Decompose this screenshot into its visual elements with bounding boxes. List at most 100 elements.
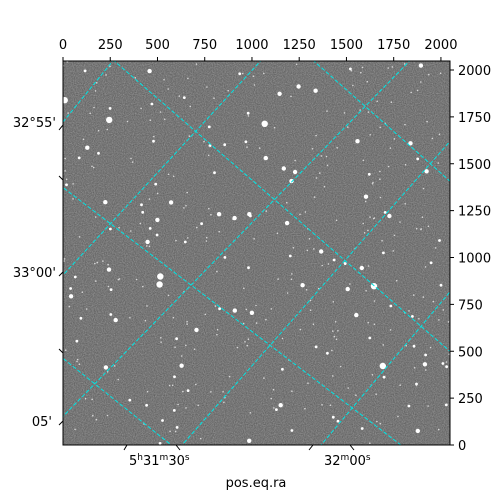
star <box>362 159 365 162</box>
star <box>335 219 338 222</box>
star <box>404 123 406 126</box>
star <box>364 200 367 203</box>
star <box>74 428 76 431</box>
star <box>362 222 365 225</box>
star <box>286 292 289 294</box>
star <box>263 155 268 161</box>
star <box>363 232 366 234</box>
star <box>203 140 205 143</box>
star <box>148 227 152 230</box>
star <box>243 287 245 290</box>
star <box>76 358 79 361</box>
star <box>296 84 301 89</box>
star <box>156 192 159 195</box>
star <box>163 79 165 81</box>
star <box>339 365 342 368</box>
star <box>72 198 74 200</box>
top-tick-label: 500 <box>145 38 170 53</box>
star <box>200 222 204 226</box>
star <box>369 216 371 218</box>
star <box>241 72 244 75</box>
star <box>399 384 402 386</box>
star <box>429 346 432 349</box>
star <box>347 387 350 389</box>
star <box>85 308 88 310</box>
star <box>78 363 81 366</box>
star <box>109 288 113 291</box>
grid-line <box>313 61 450 182</box>
ra-tick-mark <box>175 444 181 451</box>
star <box>159 111 162 113</box>
star <box>381 240 383 242</box>
star <box>438 133 441 136</box>
right-tick-label: 500 <box>458 345 483 360</box>
star <box>92 166 95 169</box>
star <box>182 390 184 393</box>
top-tick-label: 1500 <box>330 38 363 53</box>
star <box>97 129 100 132</box>
star <box>441 362 445 365</box>
star <box>335 338 338 341</box>
top-tick-label: 0 <box>59 38 67 53</box>
star <box>92 414 94 417</box>
star <box>216 212 222 217</box>
star <box>391 66 394 68</box>
star <box>103 365 109 370</box>
star <box>172 316 175 319</box>
top-pixel-axis: 0 250 500 750 1000 1250 1500 1750 2000 <box>59 38 457 61</box>
star <box>326 164 329 167</box>
star <box>158 442 162 445</box>
star <box>424 266 427 268</box>
star <box>160 341 162 343</box>
star <box>175 337 179 341</box>
star <box>395 279 398 282</box>
star <box>365 290 367 292</box>
star <box>367 172 371 176</box>
star <box>421 216 424 218</box>
star <box>404 163 407 166</box>
star <box>379 126 382 129</box>
star <box>387 67 390 69</box>
right-tick-label: 1500 <box>458 158 491 173</box>
ra-tick-label: 32m00s <box>324 453 371 469</box>
star <box>300 283 305 288</box>
star <box>149 119 152 121</box>
star <box>238 72 242 76</box>
star <box>263 72 265 75</box>
star <box>246 344 249 347</box>
star <box>315 134 317 137</box>
star <box>118 226 120 229</box>
star <box>278 403 283 408</box>
star <box>63 97 68 104</box>
image-noise <box>63 61 450 445</box>
star <box>157 273 164 280</box>
star <box>418 318 420 320</box>
star <box>236 346 239 349</box>
star <box>445 361 448 363</box>
star <box>359 265 364 271</box>
dec-tick-mark <box>58 271 64 277</box>
star <box>244 140 248 144</box>
star <box>343 112 346 114</box>
star <box>194 327 199 333</box>
star <box>337 330 339 332</box>
star <box>305 289 308 291</box>
star <box>354 312 359 318</box>
star <box>387 213 392 219</box>
star <box>177 403 179 406</box>
star <box>73 275 77 279</box>
star <box>434 247 437 249</box>
star <box>65 178 68 181</box>
star <box>392 250 395 252</box>
star <box>161 419 164 422</box>
star <box>355 139 360 144</box>
star <box>103 200 108 205</box>
star <box>326 351 329 355</box>
star <box>309 309 312 312</box>
star <box>379 362 386 370</box>
star <box>258 147 261 149</box>
star <box>372 217 375 220</box>
star <box>382 251 385 255</box>
star <box>197 404 199 407</box>
